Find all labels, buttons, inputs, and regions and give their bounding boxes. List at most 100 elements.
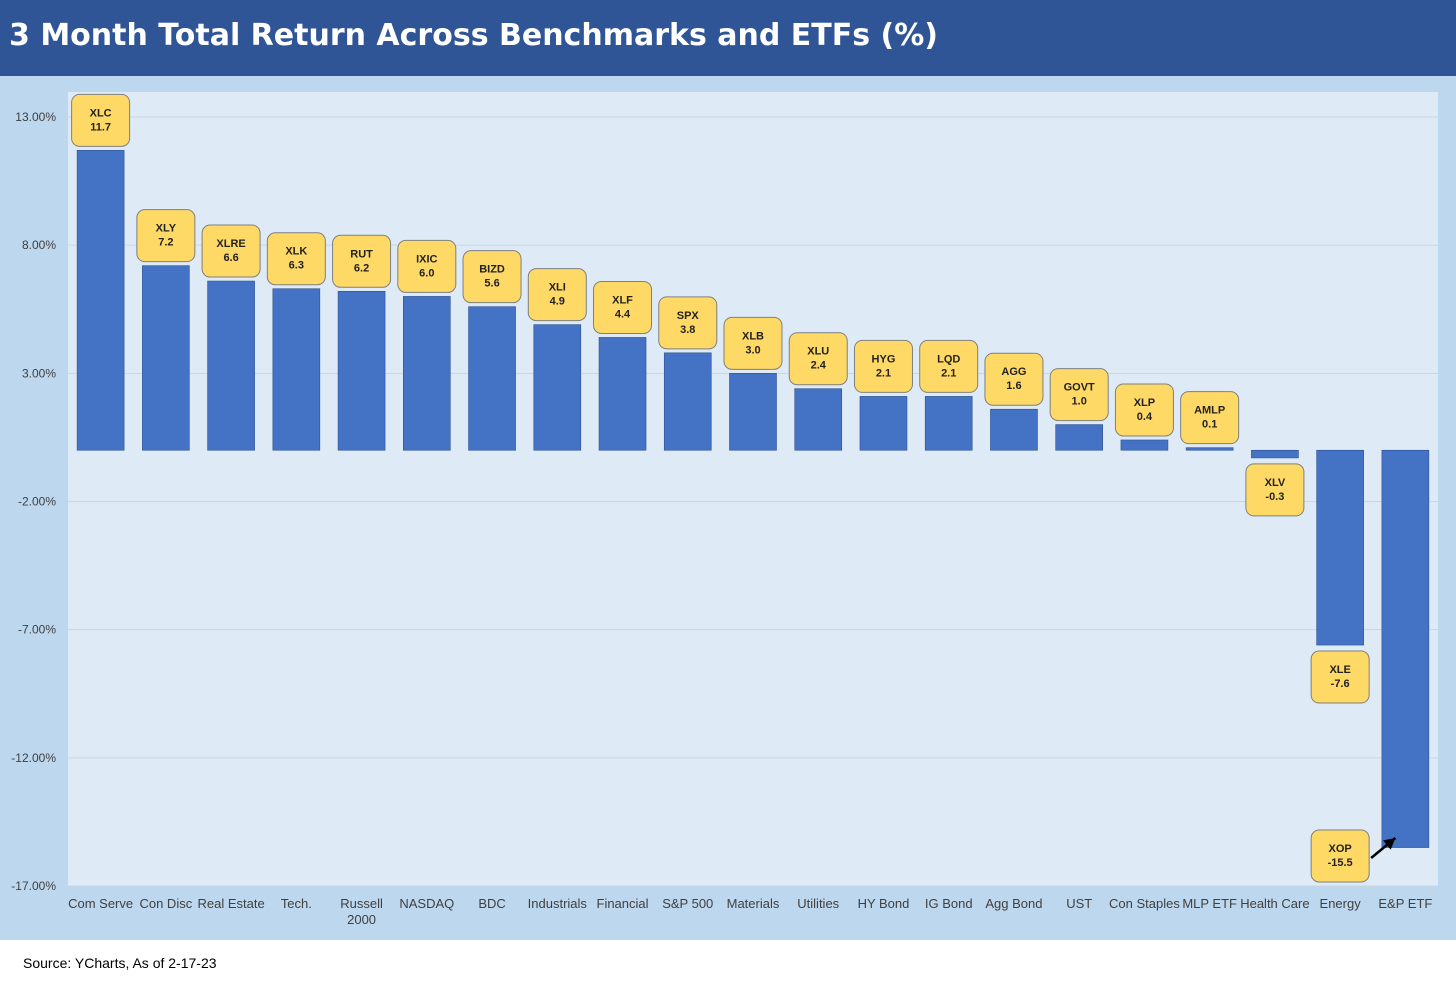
- data-label-box: [201, 224, 261, 278]
- bar: [859, 396, 908, 451]
- bar: [924, 396, 973, 451]
- data-label-ticker: HYG: [872, 353, 896, 365]
- data-label-ticker: XLF: [612, 294, 633, 306]
- data-label: RUT 6.2: [332, 234, 392, 288]
- data-label-value: 2.1: [876, 367, 891, 379]
- data-label-box: [593, 280, 653, 334]
- data-label-ticker: AGG: [1001, 366, 1026, 378]
- data-label-box: [527, 268, 587, 322]
- data-label-box: [723, 316, 783, 370]
- data-label-ticker: XLY: [156, 223, 177, 235]
- data-label: XLY 7.2: [136, 209, 196, 263]
- data-label-value: 6.0: [419, 267, 434, 279]
- title-banner: 3 Month Total Return Across Benchmarks a…: [0, 0, 1456, 76]
- data-label-value: -0.3: [1265, 491, 1284, 503]
- bar: [794, 388, 843, 451]
- bar: [207, 280, 255, 451]
- data-label: XLB 3.0: [723, 316, 783, 370]
- data-label-ticker: XLV: [1265, 477, 1286, 489]
- data-label-box: [1310, 829, 1370, 883]
- bar: [337, 291, 386, 451]
- x-tick-label: Con Disc: [139, 896, 192, 911]
- x-tick-label: Energy: [1320, 896, 1362, 911]
- data-label: XLV -0.3: [1245, 463, 1305, 517]
- data-label-box: [136, 209, 196, 263]
- data-label-ticker: XLE: [1329, 664, 1350, 676]
- y-tick-label: -12.00%: [11, 751, 56, 765]
- data-label-ticker: XLRE: [216, 238, 245, 250]
- data-label: XLU 2.4: [788, 332, 848, 386]
- bar: [76, 150, 125, 451]
- y-tick-label: 8.00%: [22, 238, 56, 252]
- data-label-value: 0.1: [1202, 419, 1217, 431]
- data-label: IXIC 6.0: [397, 239, 457, 293]
- bar: [272, 288, 321, 451]
- x-tick-label: S&P 500: [662, 896, 713, 911]
- bar: [403, 296, 451, 451]
- data-label: XLRE 6.6: [201, 224, 261, 278]
- data-label: XLE -7.6: [1310, 650, 1370, 704]
- data-label-ticker: LQD: [937, 353, 960, 365]
- data-label: AMLP 0.1: [1180, 391, 1240, 445]
- data-label: HYG 2.1: [853, 339, 913, 393]
- bar: [663, 352, 712, 451]
- data-label: XLP 0.4: [1114, 383, 1174, 437]
- data-label: GOVT 1.0: [1049, 368, 1109, 422]
- y-tick-label: -2.00%: [18, 495, 56, 509]
- data-label-box: [853, 339, 913, 393]
- x-tick-label: IG Bond: [925, 896, 973, 911]
- data-label-ticker: RUT: [350, 248, 373, 260]
- data-label-box: [462, 250, 522, 304]
- data-label: XOP -15.5: [1310, 829, 1370, 883]
- data-label-value: 3.8: [680, 324, 695, 336]
- data-label-ticker: GOVT: [1064, 382, 1095, 394]
- x-tick-label: Industrials: [528, 896, 588, 911]
- data-label-box: [1049, 368, 1109, 422]
- chart-title: 3 Month Total Return Across Benchmarks a…: [9, 18, 939, 53]
- x-tick-label: HY Bond: [858, 896, 910, 911]
- x-tick-label: Health Care: [1240, 896, 1309, 911]
- data-label-value: 3.0: [745, 344, 760, 356]
- bar: [1251, 449, 1299, 459]
- data-label: XLK 6.3: [266, 232, 326, 286]
- data-label-value: 2.4: [811, 360, 827, 372]
- data-label: XLC 11.7: [71, 93, 131, 147]
- plot-background: [68, 92, 1438, 886]
- data-label-value: 4.4: [615, 308, 631, 320]
- data-label: BIZD 5.6: [462, 250, 522, 304]
- data-label-ticker: XLI: [549, 282, 566, 294]
- data-label-ticker: XLB: [742, 330, 764, 342]
- x-tick-label: Materials: [727, 896, 780, 911]
- data-label-ticker: XLK: [285, 246, 307, 258]
- x-tick-label: BDC: [478, 896, 505, 911]
- data-label-value: 0.4: [1137, 411, 1153, 423]
- data-label-value: -7.6: [1331, 678, 1350, 690]
- data-label-value: 6.6: [223, 252, 238, 264]
- bar: [1381, 449, 1430, 848]
- y-tick-label: 13.00%: [15, 110, 56, 124]
- data-label-box: [1245, 463, 1305, 517]
- data-label-box: [266, 232, 326, 286]
- data-label-box: [788, 332, 848, 386]
- x-tick-label: Russell 2000: [340, 896, 383, 927]
- data-label-value: 1.0: [1072, 396, 1087, 408]
- x-tick-label: MLP ETF: [1182, 896, 1237, 911]
- chart-area: 13.00% 8.00% 3.00% -2.00% -7.00% -12.00% -17.0…: [0, 76, 1456, 940]
- x-tick-label: Real Estate: [197, 896, 264, 911]
- data-label-ticker: XLC: [90, 107, 112, 119]
- data-label-ticker: XLU: [807, 346, 829, 358]
- data-label: XLI 4.9: [527, 268, 587, 322]
- data-label-value: 7.2: [158, 237, 173, 249]
- data-label: SPX 3.8: [658, 296, 718, 350]
- data-label-box: [332, 234, 392, 288]
- data-label-box: [984, 352, 1044, 406]
- source-note: Source: YCharts, As of 2-17-23: [23, 955, 217, 971]
- x-tick-label: UST: [1066, 896, 1092, 911]
- bar: [142, 265, 190, 451]
- data-label-ticker: SPX: [677, 310, 700, 322]
- y-tick-label: -7.00%: [18, 623, 56, 637]
- data-label: XLF 4.4: [593, 280, 653, 334]
- y-tick-label: 3.00%: [22, 366, 56, 380]
- data-label: LQD 2.1: [919, 339, 979, 393]
- x-tick-label: Financial: [597, 896, 649, 911]
